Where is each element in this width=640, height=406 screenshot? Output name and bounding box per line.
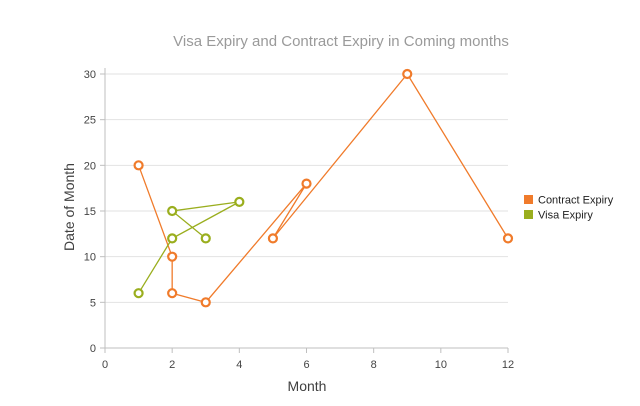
data-point-visa-expiry[interactable]	[167, 205, 178, 217]
x-tick-label: 12	[502, 359, 514, 371]
series-layer	[133, 68, 514, 308]
y-tick-label: 30	[84, 69, 96, 81]
data-point-visa-expiry[interactable]	[200, 233, 211, 244]
data-point-contract-expiry[interactable]	[167, 288, 178, 299]
data-point-visa-expiry[interactable]	[133, 288, 144, 299]
x-tick-label: 2	[169, 359, 175, 371]
y-tick-label: 0	[90, 343, 96, 355]
data-point-contract-expiry[interactable]	[167, 251, 178, 262]
data-point-contract-expiry[interactable]	[200, 297, 211, 308]
y-tick-label: 10	[84, 252, 96, 264]
x-axis-label: Month	[288, 378, 327, 394]
data-point-contract-expiry[interactable]	[133, 160, 144, 171]
legend: Contract Expiry Visa Expiry	[524, 195, 614, 222]
legend-swatch-contract-expiry	[524, 195, 533, 204]
data-point-contract-expiry[interactable]	[502, 233, 514, 244]
data-point-contract-expiry[interactable]	[402, 68, 413, 80]
x-tick-label: 6	[303, 359, 309, 371]
x-tick-label: 4	[236, 359, 242, 371]
legend-label-visa-expiry[interactable]: Visa Expiry	[538, 210, 593, 222]
legend-swatch-visa-expiry	[524, 210, 533, 219]
x-tick-label: 10	[435, 359, 447, 371]
series-line-visa-expiry	[138, 201, 240, 294]
series-line-contract-expiry	[137, 72, 509, 304]
y-axis-label: Date of Month	[61, 163, 77, 251]
chart-title: Visa Expiry and Contract Expiry in Comin…	[173, 33, 509, 50]
y-tick-label: 25	[84, 115, 96, 127]
axis-layer: 0 5 10 15 20 25 30 0 2 4 6 8 10 12	[84, 68, 514, 371]
data-point-contract-expiry[interactable]	[301, 178, 312, 189]
data-point-visa-expiry[interactable]	[234, 196, 245, 207]
x-tick-label: 8	[371, 359, 377, 371]
series-visa-expiry	[133, 196, 245, 299]
x-tick-label: 0	[102, 359, 108, 371]
data-point-visa-expiry[interactable]	[167, 233, 178, 244]
y-tick-label: 20	[84, 160, 96, 172]
y-tick-label: 5	[90, 297, 96, 309]
data-point-contract-expiry[interactable]	[267, 233, 279, 244]
legend-label-contract-expiry[interactable]: Contract Expiry	[538, 195, 614, 207]
series-contract-expiry	[133, 68, 514, 308]
y-tick-label: 15	[84, 206, 96, 218]
